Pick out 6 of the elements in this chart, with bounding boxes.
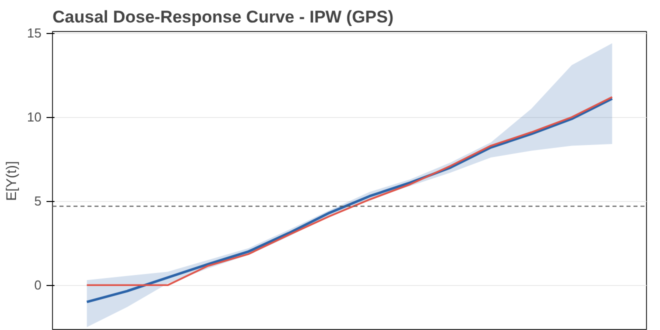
- y-tick-label: 5: [34, 194, 42, 209]
- chart-title: Causal Dose-Response Curve - IPW (GPS): [52, 8, 394, 26]
- y-tick-label: 0: [34, 278, 42, 293]
- y-tick-label: 10: [27, 110, 42, 125]
- y-axis-title: E[Y(t)]: [3, 161, 20, 201]
- y-tick-label: 15: [27, 26, 42, 41]
